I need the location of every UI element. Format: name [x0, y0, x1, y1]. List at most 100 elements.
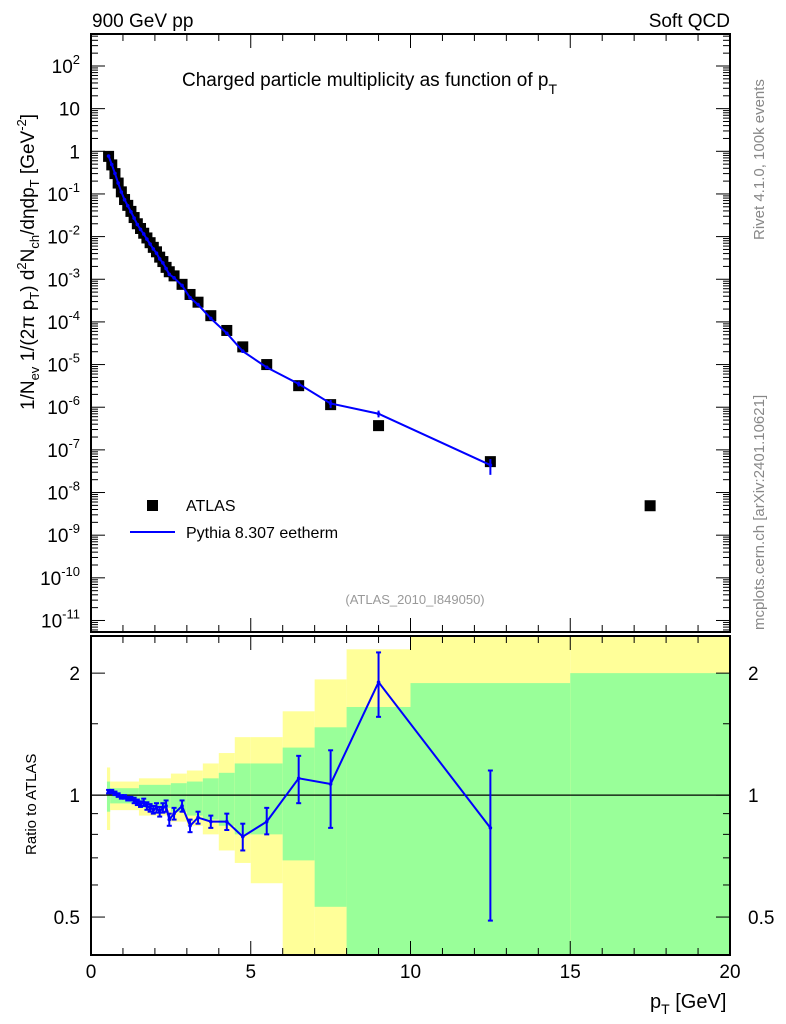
mc-point — [161, 261, 165, 265]
mc-point — [167, 272, 172, 277]
legend: ATLAS Pythia 8.307 eetherm — [130, 498, 338, 542]
ratio-y-tick-label-right: 1 — [748, 786, 759, 807]
atlas-point — [237, 341, 249, 353]
ratio-point — [240, 834, 245, 839]
mc-point — [240, 349, 245, 354]
ratio-point — [328, 782, 333, 786]
mc-point — [209, 316, 213, 321]
header-right: Soft QCD — [649, 11, 730, 32]
header-left: 900 GeV pp — [92, 11, 193, 32]
mc-point — [488, 463, 493, 467]
ratio-point — [296, 776, 301, 781]
mc-point — [129, 209, 133, 214]
ratio-axis-title: Ratio to ATLAS — [23, 754, 40, 855]
chart-title: Charged particle multiplicity as functio… — [182, 70, 557, 97]
legend-atlas-marker — [147, 500, 158, 511]
y-axis-title: 1/Nev 1/(2π pT) d2Nch/dηdpT [GeV-2] — [14, 114, 42, 410]
ratio-bands — [106, 636, 730, 955]
ratio-point — [196, 815, 200, 820]
ratio-point — [151, 807, 156, 812]
x-tick-label: 0 — [86, 962, 97, 983]
y-tick-label: 10-1 — [47, 180, 80, 206]
ratio-y-tick-label: 2 — [69, 664, 80, 685]
mcplots-label: mcplots.cern.ch [arXiv:2401.10621] — [751, 395, 768, 630]
atlas-point — [192, 296, 204, 308]
x-tick-label: 10 — [400, 962, 421, 983]
mc-point — [148, 242, 152, 246]
analysis-id: (ATLAS_2010_I849050) — [345, 592, 484, 607]
y-tick-label: 10-2 — [47, 223, 80, 249]
band-inner — [346, 706, 411, 955]
mc-point — [109, 162, 114, 167]
mc-point — [135, 222, 140, 227]
mc-point — [145, 237, 149, 241]
y-tick-label: 10-5 — [47, 351, 80, 377]
mc-point — [157, 257, 162, 261]
mc-point — [132, 216, 136, 220]
band-inner — [186, 781, 203, 816]
mc-point — [138, 227, 143, 232]
main-panel — [103, 150, 656, 512]
chart-title-sub: T — [548, 81, 557, 97]
mc-point — [376, 411, 381, 416]
mc-point — [164, 266, 168, 271]
band-inner — [234, 763, 251, 835]
mc-point — [125, 203, 130, 208]
mc-point — [328, 401, 333, 406]
ratio-point — [172, 811, 176, 816]
atlas-point — [261, 359, 273, 371]
ratio-point — [161, 806, 165, 810]
mc-point — [122, 197, 127, 202]
mc-point — [172, 276, 176, 280]
mc-point — [106, 154, 111, 158]
ratio-y-tick-label: 1 — [69, 786, 80, 807]
mc-point — [188, 295, 192, 300]
rivet-version-label: Rivet 4.1.0, 100k events — [751, 79, 768, 240]
y-tick-label: 1 — [69, 142, 80, 163]
ratio-panel — [91, 651, 730, 922]
legend-atlas-label: ATLAS — [186, 498, 236, 515]
ratio-point — [180, 804, 184, 808]
mc-point — [151, 247, 156, 251]
mc-point — [113, 171, 117, 176]
ratio-point — [164, 804, 168, 808]
atlas-point — [644, 500, 656, 512]
band-inner — [202, 778, 219, 820]
main-frame — [90, 33, 731, 633]
axes: 0 5 10 15 2010210110-110-210-310-410-510-610… — [40, 33, 774, 1017]
y-tick-label: 10-3 — [47, 265, 80, 291]
y-tick-label: 10 — [59, 100, 80, 121]
band-inner — [106, 781, 111, 812]
mc-line — [107, 155, 491, 466]
chart-title-main: Charged particle multiplicity as functio… — [182, 70, 548, 91]
ratio-y-tick-label-right: 2 — [748, 664, 759, 685]
atlas-point — [221, 324, 233, 336]
y-tick-label: 10-4 — [47, 308, 80, 334]
atlas-point — [373, 420, 385, 432]
y-tick-label: 10-10 — [40, 564, 80, 590]
mc-point — [224, 331, 229, 336]
ratio-point — [376, 680, 381, 684]
y-tick-label: 10-9 — [47, 521, 80, 547]
x-axis-title: pT [GeV] — [650, 991, 726, 1017]
mc-point — [141, 232, 146, 236]
y-tick-label: 10-6 — [47, 393, 80, 419]
atlas-point — [205, 310, 217, 322]
y-tick-label: 10-7 — [47, 436, 80, 462]
mc-point — [119, 190, 124, 194]
ratio-point — [209, 819, 213, 824]
ratio-point — [188, 823, 192, 828]
band-inner — [218, 772, 235, 826]
legend-mc-label: Pythia 8.307 eetherm — [186, 525, 338, 542]
atlas-point — [168, 270, 180, 282]
ratio-y-tick-label: 0.5 — [54, 908, 80, 929]
y-tick-label: 10-8 — [47, 479, 80, 505]
ratio-point — [224, 819, 229, 824]
mc-point — [116, 181, 120, 185]
ratio-y-tick-label-right: 0.5 — [748, 908, 774, 929]
mc-point — [296, 382, 301, 386]
atlas-point — [184, 288, 196, 300]
mc-point — [196, 302, 200, 307]
